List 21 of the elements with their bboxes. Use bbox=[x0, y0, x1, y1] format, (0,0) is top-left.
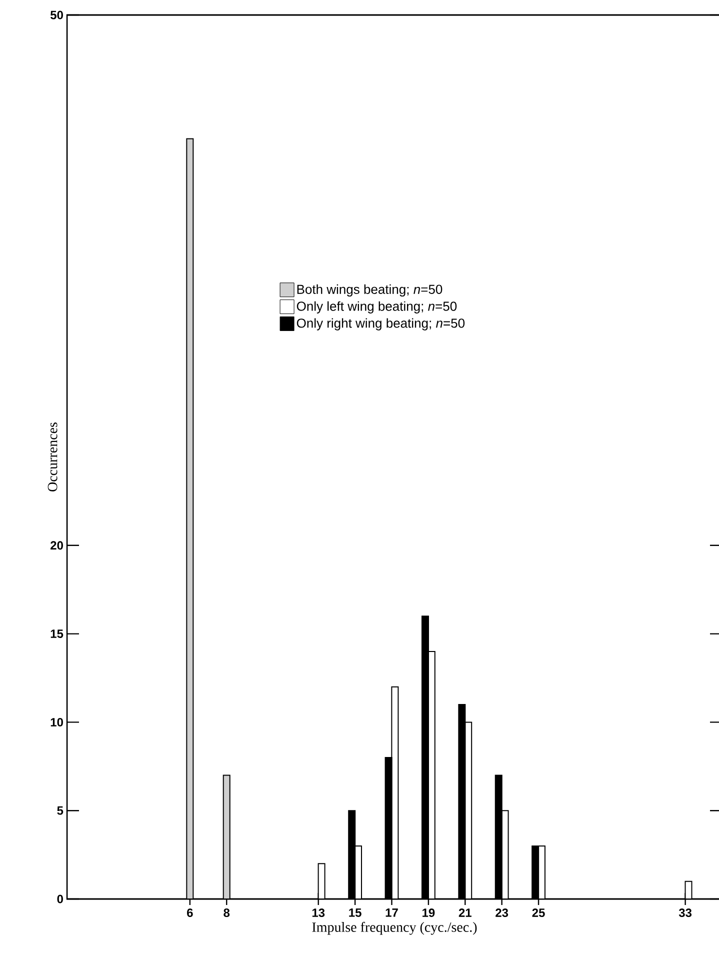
legend-label: Only right wing beating; n=50 bbox=[296, 318, 465, 330]
y-tick-label: 5 bbox=[57, 806, 64, 815]
x-tick-label: 8 bbox=[224, 908, 230, 918]
x-tick-label: 6 bbox=[187, 908, 193, 918]
x-tick-label: 25 bbox=[532, 908, 545, 918]
y-tick-label: 20 bbox=[50, 541, 63, 550]
y-tick-label: 50 bbox=[50, 10, 63, 20]
y-axis-title: Occurrences bbox=[48, 422, 58, 492]
x-tick-label: 33 bbox=[678, 908, 692, 918]
x-tick-label: 15 bbox=[349, 908, 362, 917]
x-tick-label: 21 bbox=[458, 908, 472, 917]
x-tick-label: 13 bbox=[312, 908, 325, 918]
x-axis-title: Impulse frequency (cyc./sec.) bbox=[312, 922, 477, 935]
x-tick-label: 17 bbox=[386, 908, 398, 917]
y-tick-label: 10 bbox=[50, 718, 63, 726]
legend-label: Both wings beating; n=50 bbox=[297, 284, 442, 297]
y-tick-label: 0 bbox=[57, 894, 63, 904]
x-tick-label: 19 bbox=[422, 908, 435, 918]
legend-label: Only left wing beating; n=50 bbox=[296, 301, 457, 314]
x-tick-label: 23 bbox=[496, 908, 508, 918]
y-tick-label: 15 bbox=[50, 630, 64, 638]
